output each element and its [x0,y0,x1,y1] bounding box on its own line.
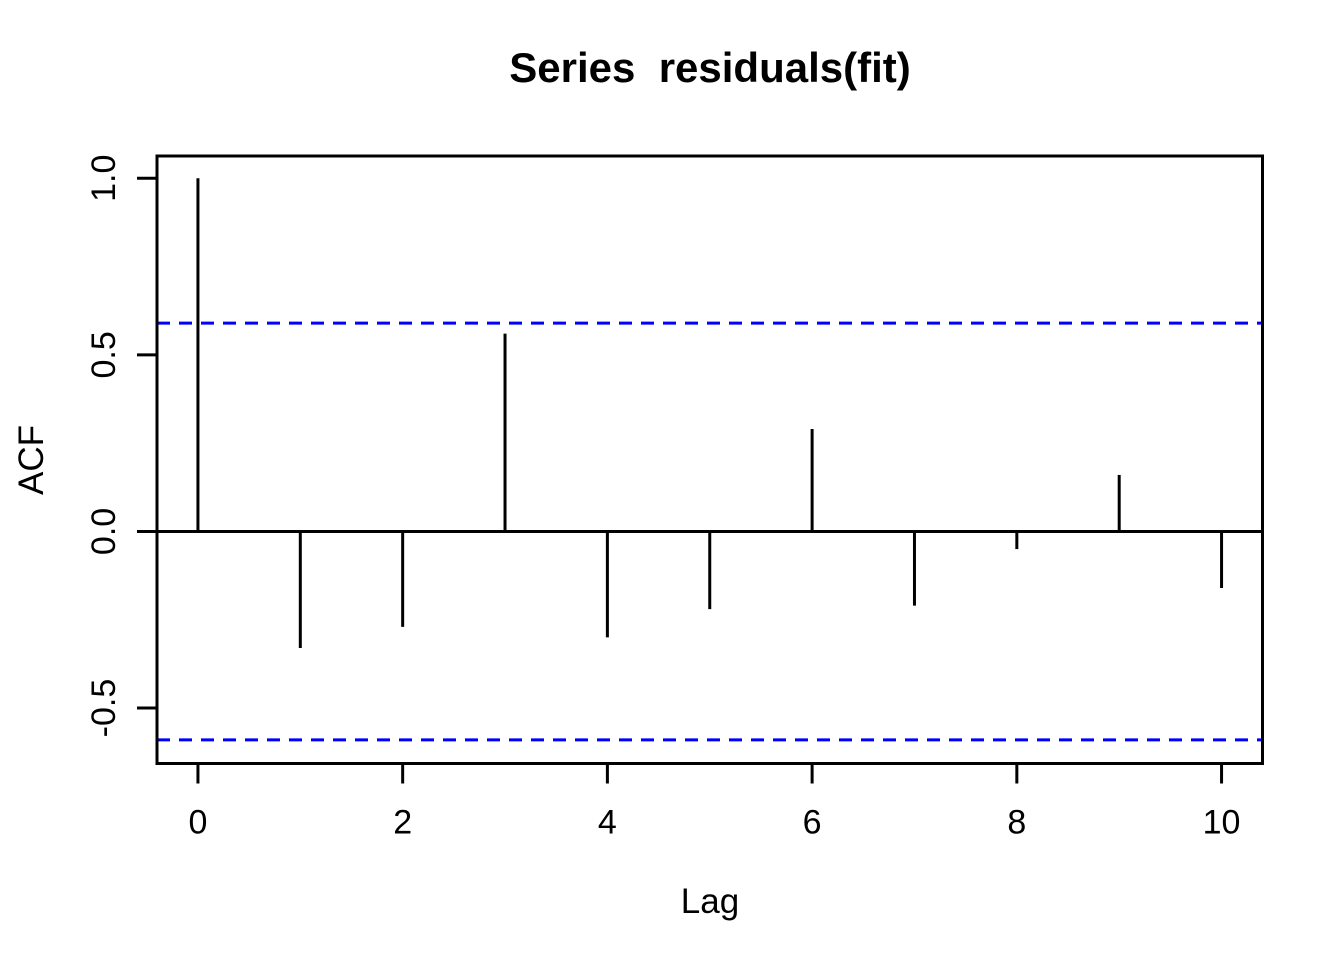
x-axis-label: Lag [680,882,740,921]
y-axis-label: ACF [12,425,51,495]
y-tick-label: 0.5 [85,331,123,378]
x-tick-label: 6 [803,804,822,842]
y-tick-label: 1.0 [85,155,123,202]
plot-box [155,154,1264,765]
x-tick-label: 10 [1203,804,1241,842]
x-tick-label: 4 [598,804,617,842]
x-tick-label: 0 [188,804,207,842]
y-tick-label: -0.5 [85,679,123,738]
chart-title: Series residuals(fit) [509,44,911,91]
x-tick-label: 8 [1007,804,1026,842]
x-tick-label: 2 [393,804,412,842]
y-tick-label: 0.0 [85,508,123,555]
